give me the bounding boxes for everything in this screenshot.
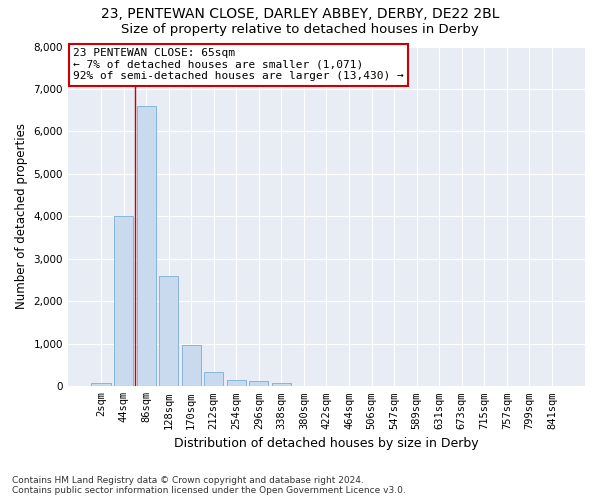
Bar [137, 106, 155, 386]
Text: 23, PENTEWAN CLOSE, DARLEY ABBEY, DERBY, DE22 2BL: 23, PENTEWAN CLOSE, DARLEY ABBEY, DERBY,… [101, 8, 499, 22]
Bar [204, 372, 223, 386]
Text: Contains HM Land Registry data © Crown copyright and database right 2024.
Contai: Contains HM Land Registry data © Crown c… [12, 476, 406, 495]
Bar [249, 381, 268, 386]
Bar [114, 216, 133, 386]
Text: 23 PENTEWAN CLOSE: 65sqm
← 7% of detached houses are smaller (1,071)
92% of semi: 23 PENTEWAN CLOSE: 65sqm ← 7% of detache… [73, 48, 404, 82]
Y-axis label: Number of detached properties: Number of detached properties [15, 124, 28, 310]
Bar [227, 380, 246, 386]
Text: Size of property relative to detached houses in Derby: Size of property relative to detached ho… [121, 22, 479, 36]
Bar [91, 384, 110, 386]
Bar [272, 383, 291, 386]
X-axis label: Distribution of detached houses by size in Derby: Distribution of detached houses by size … [174, 437, 479, 450]
Bar [182, 345, 201, 387]
Bar [159, 276, 178, 386]
